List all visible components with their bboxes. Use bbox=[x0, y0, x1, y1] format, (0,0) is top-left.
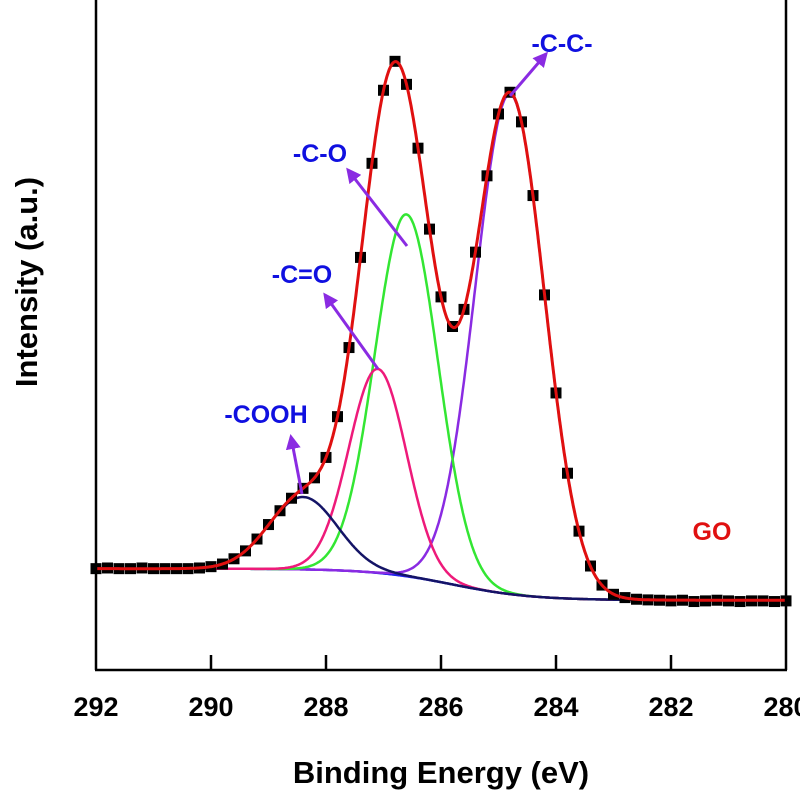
x-tick-label: 286 bbox=[418, 692, 463, 722]
x-axis-title: Binding Energy (eV) bbox=[293, 755, 589, 790]
x-tick-label: 284 bbox=[533, 692, 578, 722]
x-tick-label: 280 bbox=[763, 692, 800, 722]
component-c-o-arrow bbox=[346, 167, 409, 247]
component-c-o-label: -C-O bbox=[293, 140, 347, 168]
component-c-c-arrow bbox=[508, 51, 548, 97]
component-c-double-o-label: -C=O bbox=[272, 261, 332, 289]
x-ticks: 292 290 288 286 284 282 280 bbox=[73, 655, 800, 722]
y-axis-title: Intensity (a.u.) bbox=[9, 177, 44, 387]
x-tick-label: 290 bbox=[188, 692, 233, 722]
x-tick-label: 292 bbox=[73, 692, 118, 722]
envelope-fit-curve bbox=[96, 60, 786, 602]
x-tick-label: 288 bbox=[303, 692, 348, 722]
annotations: -C-C- -C-O -C=O -COOH bbox=[224, 30, 593, 495]
component-cooh-label: -COOH bbox=[224, 401, 307, 429]
component-c-c-label: -C-C- bbox=[531, 30, 592, 58]
sample-label: GO bbox=[693, 518, 732, 546]
x-tick-label: 282 bbox=[648, 692, 693, 722]
component-c-double-o-arrow bbox=[323, 292, 380, 370]
component-cooh-arrow bbox=[285, 434, 304, 495]
